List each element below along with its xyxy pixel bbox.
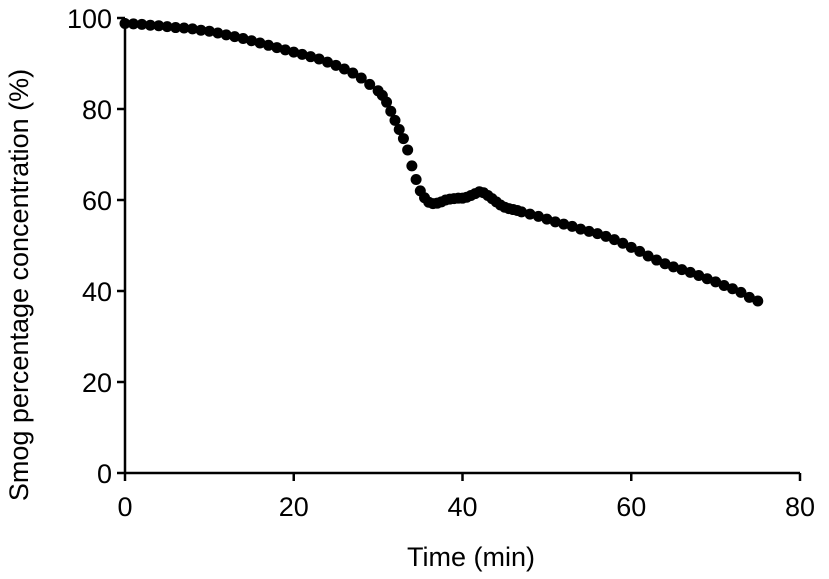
- data-point: [397, 133, 409, 145]
- data-point: [541, 213, 553, 225]
- data-point: [220, 29, 232, 41]
- data-point: [330, 59, 342, 71]
- data-point: [406, 160, 418, 172]
- data-point: [743, 291, 755, 303]
- data-point: [178, 22, 190, 34]
- data-point: [119, 17, 131, 29]
- y-ticks: 0 20 40 60 80 100: [67, 4, 125, 489]
- data-point: [701, 273, 713, 285]
- data-point: [136, 18, 148, 30]
- data-point: [355, 72, 367, 84]
- data-point: [389, 114, 401, 126]
- data-point: [549, 216, 561, 228]
- data-point: [187, 23, 198, 35]
- data-point: [558, 218, 570, 230]
- data-point: [516, 206, 528, 218]
- data-point: [592, 228, 603, 240]
- y-axis-label: Smog percentage concentration (%): [4, 69, 34, 501]
- y-tick-label: 60: [82, 186, 112, 216]
- data-point: [634, 245, 646, 257]
- data-point: [651, 254, 663, 266]
- data-point: [127, 18, 139, 30]
- data-point: [296, 48, 308, 60]
- data-point: [246, 35, 258, 47]
- data-point: [676, 264, 688, 276]
- data-point: [237, 32, 249, 44]
- data-point: [364, 78, 376, 90]
- data-point: [667, 261, 679, 273]
- data-point: [718, 280, 730, 292]
- x-ticks: 0 20 40 60 80: [117, 473, 815, 522]
- data-point: [338, 63, 350, 75]
- data-point: [575, 223, 587, 235]
- x-axis-label: Time (min): [407, 542, 535, 572]
- data-point: [410, 174, 422, 186]
- data-point: [524, 208, 536, 220]
- data-point: [195, 24, 207, 36]
- y-tick-label: 80: [82, 95, 112, 125]
- x-tick-label: 20: [279, 492, 309, 522]
- data-point: [752, 295, 764, 307]
- data-point: [583, 225, 595, 237]
- data-point: [144, 19, 156, 31]
- x-tick-label: 40: [447, 492, 477, 522]
- data-point: [532, 210, 544, 222]
- y-tick-label: 20: [82, 368, 112, 398]
- data-point: [288, 46, 300, 58]
- x-tick-label: 80: [785, 492, 815, 522]
- data-point: [710, 276, 722, 288]
- data-point: [322, 56, 333, 68]
- data-point: [170, 22, 182, 34]
- data-point: [279, 44, 291, 56]
- x-tick-label: 60: [616, 492, 646, 522]
- data-point: [305, 51, 317, 63]
- data-point: [693, 270, 705, 282]
- data-points: [119, 17, 764, 307]
- data-point: [625, 241, 637, 253]
- data-point: [212, 27, 224, 39]
- y-tick-label: 0: [97, 459, 112, 489]
- data-point: [153, 20, 165, 32]
- data-point: [313, 53, 325, 65]
- data-point: [254, 37, 266, 49]
- data-point: [393, 123, 405, 135]
- y-tick-label: 100: [67, 4, 112, 34]
- data-point: [735, 286, 747, 298]
- data-point: [381, 96, 393, 108]
- data-point: [347, 67, 359, 79]
- y-tick-label: 40: [82, 277, 112, 307]
- data-point: [727, 283, 738, 295]
- data-point: [229, 31, 241, 43]
- x-tick-label: 0: [117, 492, 132, 522]
- data-point: [262, 39, 274, 51]
- data-point: [684, 266, 696, 278]
- data-point: [617, 237, 629, 249]
- axes: [123, 18, 800, 475]
- data-point: [642, 250, 654, 262]
- data-point: [385, 105, 397, 117]
- data-point: [203, 25, 215, 37]
- data-point: [566, 220, 578, 232]
- data-point: [161, 21, 173, 33]
- data-point: [271, 42, 283, 54]
- data-point: [402, 144, 414, 156]
- data-point: [659, 258, 671, 270]
- data-point: [608, 234, 620, 246]
- data-point: [600, 230, 612, 242]
